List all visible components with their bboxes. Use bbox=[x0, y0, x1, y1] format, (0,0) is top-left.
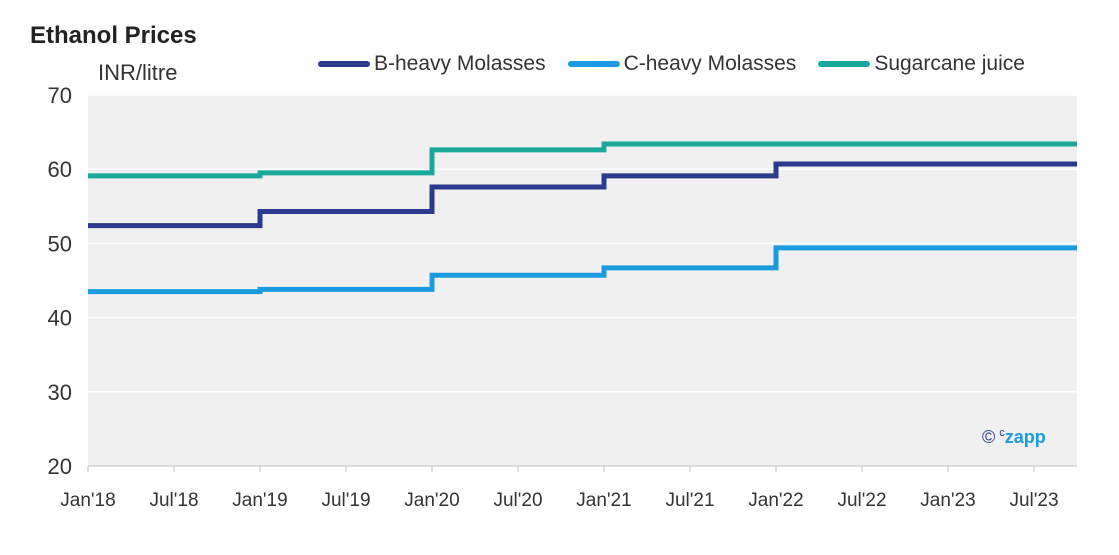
series-line-sugarcane-juice bbox=[88, 141, 1077, 179]
legend-swatch-b-heavy bbox=[318, 61, 370, 67]
legend-item-b-heavy: B-heavy Molasses bbox=[318, 52, 546, 76]
legend-item-sugarcane: Sugarcane juice bbox=[818, 52, 1025, 76]
czapp-watermark: © czapp bbox=[982, 427, 1046, 448]
y-axis-unit-label: INR/litre bbox=[98, 60, 178, 85]
axis-layer: 20 30 40 50 60 70 Jan'18 Jul'18 Jan'19 Jul'19 Jan'… bbox=[48, 83, 1077, 511]
x-tick-label: Jul'23 bbox=[1009, 490, 1058, 511]
x-tick-label: Jul'21 bbox=[665, 490, 714, 511]
chart-title: Ethanol Prices bbox=[30, 22, 197, 49]
legend-swatch-sugarcane bbox=[818, 61, 871, 67]
series-line-c-heavy-molasses bbox=[88, 245, 1077, 295]
y-tick-label: 50 bbox=[48, 231, 72, 256]
legend-label-sugarcane: Sugarcane juice bbox=[874, 52, 1025, 75]
x-tick-label: Jul'19 bbox=[321, 490, 370, 511]
legend-label-c-heavy: C-heavy Molasses bbox=[623, 52, 797, 75]
y-tick-label: 30 bbox=[48, 380, 72, 405]
series-line-b-heavy-molasses bbox=[88, 161, 1077, 229]
plot-area bbox=[88, 95, 1077, 466]
x-tick-label: Jul'20 bbox=[493, 490, 542, 511]
watermark-prefix: c bbox=[999, 427, 1005, 439]
x-tick-label: Jan'23 bbox=[920, 490, 975, 511]
y-tick-label: 60 bbox=[48, 157, 72, 182]
y-tick-label: 40 bbox=[48, 306, 72, 331]
x-tick-label: Jul'22 bbox=[837, 490, 886, 511]
y-tick-label: 20 bbox=[48, 454, 72, 479]
x-tick-label: Jan'19 bbox=[232, 490, 287, 511]
legend-swatch-c-heavy bbox=[567, 61, 620, 67]
watermark-brand: zapp bbox=[1004, 427, 1046, 447]
legend-label-b-heavy: B-heavy Molasses bbox=[374, 52, 546, 75]
x-tick-label: Jan'18 bbox=[60, 490, 115, 511]
series-layer bbox=[88, 141, 1077, 295]
x-tick-label: Jul'18 bbox=[149, 490, 198, 511]
legend-item-c-heavy: C-heavy Molasses bbox=[567, 52, 797, 76]
grid-layer bbox=[88, 94, 1077, 393]
y-tick-label: 70 bbox=[48, 83, 72, 108]
x-tick-label: Jan'22 bbox=[748, 490, 803, 511]
chart-legend: B-heavy Molasses C-heavy Molasses Sugarc… bbox=[318, 52, 1047, 76]
x-tick-label: Jan'20 bbox=[404, 490, 459, 511]
copyright-icon: © bbox=[982, 427, 996, 447]
x-tick-label: Jan'21 bbox=[576, 490, 631, 511]
